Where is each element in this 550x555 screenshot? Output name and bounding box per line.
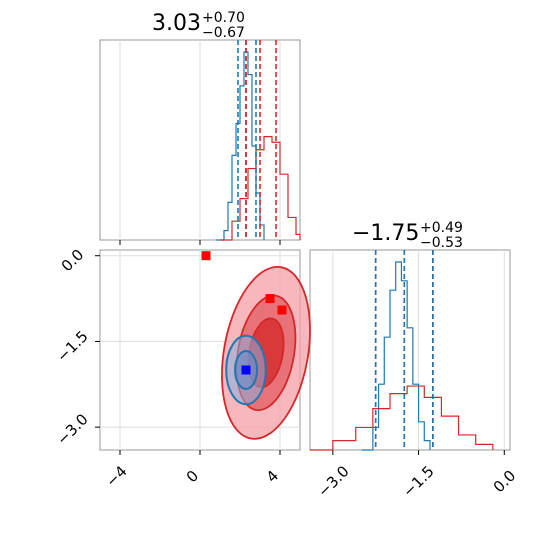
- title-y-minus: −0.53: [420, 235, 463, 251]
- title-x-minus: −0.67: [202, 25, 245, 41]
- xtick-label-hist-y: −1.5: [399, 462, 437, 500]
- hist-series-y-1: [310, 385, 494, 451]
- hist-series-y-0: [361, 261, 431, 451]
- panel-hist-y-frame: [309, 249, 511, 451]
- title-x: 3.03 +0.70 −0.67: [152, 10, 245, 41]
- xtick-label-joint: 0: [183, 467, 202, 486]
- ytick-label-joint: −3.0: [53, 410, 91, 448]
- title-y-plus: +0.49: [420, 220, 463, 236]
- xtick-label-hist-y: −3.0: [314, 462, 352, 500]
- ytick-label-joint: 0.0: [58, 246, 88, 276]
- marker-point: [265, 294, 275, 304]
- marker-point: [277, 305, 287, 315]
- marker-point: [201, 251, 211, 261]
- hist-series-x-1: [220, 136, 301, 241]
- xtick-label-hist-y: 0.0: [490, 467, 520, 497]
- title-x-main: 3.03: [152, 11, 201, 36]
- marker-point: [241, 365, 251, 375]
- title-y: −1.75 +0.49 −0.53: [352, 220, 463, 251]
- ytick-label-joint: −1.5: [53, 327, 91, 365]
- hist-series-x-0: [216, 51, 265, 241]
- xtick-label-joint: −4: [102, 462, 130, 490]
- tick-labels: −4 0 4 0.0 −1.5 −3.0 −3.0 −1.5 0.0: [53, 246, 519, 501]
- title-x-plus: +0.70: [202, 10, 245, 26]
- xtick-label-joint: 4: [263, 467, 282, 486]
- joint-contour-layer: [201, 251, 311, 440]
- title-y-main: −1.75: [352, 221, 419, 246]
- hist-y-layer: [310, 250, 494, 451]
- hist-x-layer: [216, 40, 301, 241]
